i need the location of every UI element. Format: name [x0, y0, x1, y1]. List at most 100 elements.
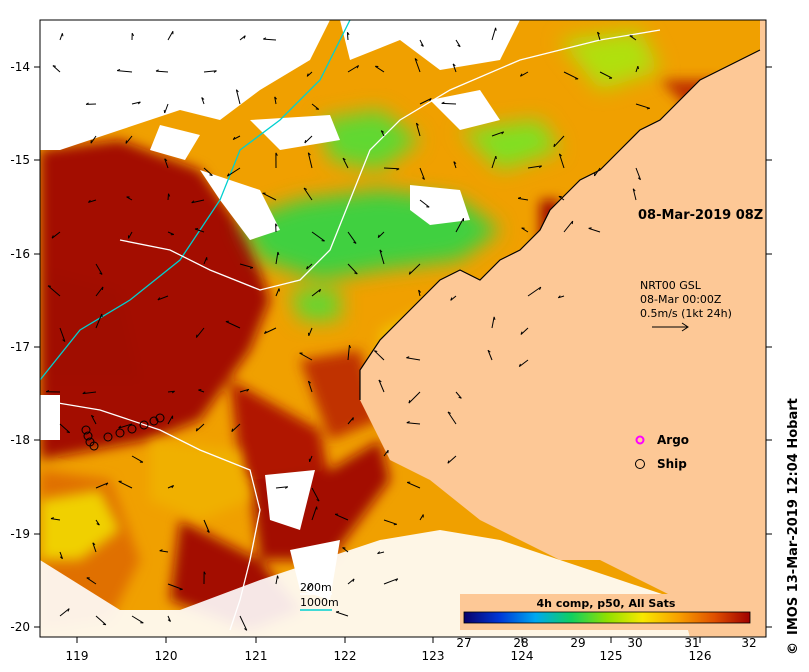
- current-vector: [155, 70, 169, 73]
- current-vector: [415, 122, 421, 137]
- current-vector: [491, 316, 495, 329]
- current-vector-head: [447, 460, 450, 464]
- argo-legend-label: Argo: [657, 433, 689, 447]
- current-vector: [159, 550, 169, 553]
- current-vector-head: [374, 350, 378, 352]
- current-vector: [164, 103, 169, 114]
- current-vector-head: [198, 389, 202, 391]
- contour-200m-south: [40, 399, 261, 631]
- current-vector-head: [571, 221, 574, 225]
- lat-tick-label: -20: [10, 620, 30, 634]
- current-vector-head: [637, 65, 639, 70]
- current-vector: [307, 152, 313, 169]
- current-vector: [59, 608, 70, 617]
- depth-1000m-label: 1000m: [300, 596, 339, 609]
- map-plot-area: [40, 20, 766, 637]
- current-vector: [90, 135, 97, 144]
- current-vector-head: [92, 542, 96, 546]
- current-vector: [47, 285, 61, 297]
- current-vector: [275, 251, 279, 265]
- current-vector: [521, 227, 529, 233]
- current-vector: [347, 345, 350, 361]
- current-vector: [487, 350, 493, 361]
- current-vector: [346, 32, 349, 41]
- current-vector-head: [346, 32, 350, 36]
- current-vector-head: [209, 174, 213, 176]
- current-vector-head: [538, 165, 543, 169]
- colorbar-title: 4h comp, p50, All Sats: [537, 597, 676, 610]
- current-vector: [95, 482, 109, 489]
- current-vector-head: [51, 235, 54, 239]
- current-vector: [125, 135, 133, 144]
- current-vector: [347, 65, 359, 73]
- current-vector-head: [85, 102, 89, 105]
- land-peninsula: [440, 300, 500, 390]
- current-vector: [88, 199, 97, 203]
- lat-tick-label: -15: [10, 153, 30, 167]
- current-vector: [196, 327, 205, 338]
- current-vector-head: [118, 425, 122, 429]
- lon-tick-label: 119: [66, 649, 89, 663]
- current-vector-head: [194, 228, 199, 230]
- current-vector-head: [47, 285, 52, 287]
- current-vector: [599, 71, 613, 79]
- current-vector: [191, 199, 205, 204]
- current-vector-head: [263, 330, 267, 334]
- current-vector-head: [406, 356, 410, 359]
- current-vector: [635, 103, 650, 109]
- lon-tick-label: 122: [334, 649, 357, 663]
- current-vector: [203, 70, 217, 73]
- current-vector: [563, 220, 574, 233]
- current-vector: [347, 231, 357, 244]
- current-vector: [373, 350, 385, 361]
- current-vector-head: [441, 101, 445, 104]
- current-vector: [157, 295, 169, 301]
- current-vector: [303, 187, 313, 201]
- current-vector: [377, 551, 385, 555]
- current-vector: [311, 487, 320, 502]
- current-vector-head: [137, 101, 141, 105]
- current-vector-head: [168, 193, 171, 197]
- current-vector: [342, 157, 349, 169]
- current-vector: [334, 513, 349, 521]
- current-vector: [306, 263, 313, 270]
- current-vector-head: [377, 234, 380, 238]
- current-vector: [263, 38, 277, 41]
- coastline: [359, 49, 761, 400]
- current-vector-head: [379, 249, 383, 253]
- current-vector-head: [408, 400, 411, 404]
- current-vector: [597, 31, 601, 41]
- current-vector-head: [246, 388, 250, 392]
- latitude-axis: -14 -15 -16 -17 -18 -19 -20: [10, 60, 772, 634]
- current-vector-head: [553, 143, 556, 147]
- ship-position: [81, 425, 91, 435]
- ship-position: [89, 441, 99, 451]
- current-vector-head: [318, 289, 322, 293]
- current-vector-head: [59, 556, 63, 560]
- current-vector: [419, 167, 425, 180]
- colorbar-tick: 29: [570, 636, 585, 650]
- current-legend: NRT00 GSL 08-Mar 00:00Z 0.5m/s (1kt 24h): [640, 279, 732, 332]
- plot-frame: [39, 19, 767, 638]
- current-vector: [455, 39, 461, 47]
- current-vector: [307, 583, 313, 590]
- current-vector: [419, 514, 424, 521]
- current-vector: [167, 583, 183, 590]
- current-vector-head: [393, 523, 397, 526]
- current-vector-head: [249, 267, 254, 269]
- current-vector: [378, 379, 385, 393]
- current-vector: [406, 357, 421, 361]
- colorbar: 4h comp, p50, All Sats 27 28 29 30 31 32: [456, 594, 757, 650]
- current-vector: [262, 192, 277, 201]
- copyright-icon: ©: [786, 642, 801, 655]
- current-vector-head: [458, 396, 462, 399]
- current-vector: [90, 415, 97, 425]
- timestamp-label: 08-Mar-2019 08Z: [638, 208, 763, 223]
- lat-tick-label: -18: [10, 433, 30, 447]
- current-vector-head: [316, 506, 318, 510]
- current-vector: [383, 449, 389, 457]
- current-vector: [455, 218, 464, 233]
- current-vector: [167, 390, 175, 393]
- current-vector-head: [517, 196, 522, 199]
- current-vector-head: [452, 63, 456, 67]
